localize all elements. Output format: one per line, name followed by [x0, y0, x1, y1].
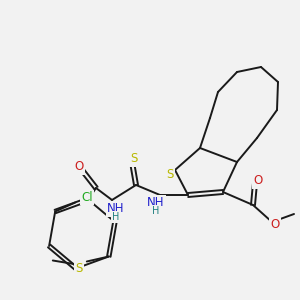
Text: S: S — [75, 262, 82, 275]
Text: NH: NH — [107, 202, 125, 215]
Text: O: O — [254, 175, 262, 188]
Text: H: H — [152, 206, 160, 216]
Text: H: H — [112, 212, 120, 222]
Text: NH: NH — [147, 196, 165, 209]
Text: Cl: Cl — [81, 191, 93, 204]
Text: O: O — [74, 160, 84, 173]
Text: O: O — [270, 218, 280, 232]
Text: S: S — [166, 167, 174, 181]
Text: S: S — [130, 152, 138, 166]
